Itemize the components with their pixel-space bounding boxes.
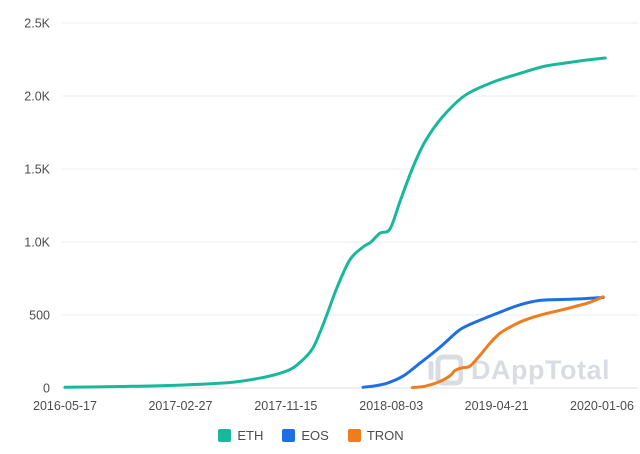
dapptotal-watermark: DAppTotal [427, 353, 610, 387]
y-axis-tick-label: 500 [29, 309, 50, 323]
cumulative-dapps-line-chart: 0 500 1.0K 1.5K 2.0K 2.5K 2016-05-17 2017-02-27… [24, 17, 638, 413]
y-axis-tick-label: 2.5K [24, 17, 50, 31]
legend-swatch-eth [218, 428, 232, 442]
legend-swatch-eos [282, 428, 296, 442]
x-axis-tick-label: 2017-11-15 [254, 399, 317, 413]
y-axis-tick-label: 1.0K [24, 236, 50, 250]
legend-label-eth: ETH [237, 427, 264, 443]
legend-label-eos: EOS [301, 427, 329, 443]
x-axis-tick-label: 2020-01-06 [570, 399, 634, 413]
y-axis-tick-label: 2.0K [24, 90, 50, 104]
y-axis-tick-label: 1.5K [24, 163, 50, 177]
eos-series-line [361, 296, 605, 389]
eth-series-line [63, 56, 607, 389]
chart-legend: ETH EOS TRON [0, 425, 631, 445]
x-axis-tick-label: 2019-04-21 [465, 399, 529, 413]
dapptotal-logo-icon [428, 354, 463, 386]
watermark-text: DAppTotal [471, 355, 610, 385]
x-axis-tick-label: 2018-08-03 [359, 399, 423, 413]
x-axis-tick-label: 2017-02-27 [148, 399, 212, 413]
legend-swatch-tron [347, 428, 361, 442]
y-axis-tick-label: 0 [43, 382, 50, 396]
legend-item-eth[interactable]: ETH [218, 428, 263, 443]
legend-item-eos[interactable]: EOS [282, 427, 329, 443]
legend-label-tron: TRON [366, 427, 404, 443]
tron-series-line [410, 295, 605, 390]
x-axis-tick-label: 2016-05-17 [33, 399, 97, 413]
legend-item-tron[interactable]: TRON [347, 427, 404, 443]
